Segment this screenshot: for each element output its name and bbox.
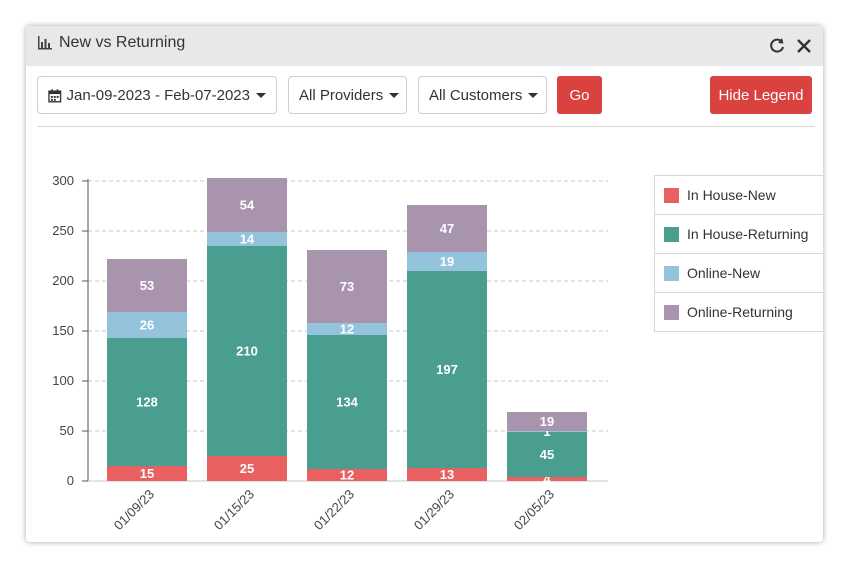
- y-tick-label: 300: [52, 173, 74, 188]
- data-label: 12: [340, 468, 354, 483]
- legend-label: In House-New: [687, 187, 776, 203]
- y-tick-label: 100: [52, 373, 74, 388]
- legend-item[interactable]: Online-Returning: [655, 293, 823, 331]
- hide-legend-button[interactable]: Hide Legend: [710, 76, 812, 114]
- bar-segment: [207, 246, 287, 456]
- y-tick-label: 200: [52, 273, 74, 288]
- legend-swatch: [664, 187, 679, 203]
- title-wrap: New vs Returning: [37, 34, 185, 52]
- legend-label: Online-Returning: [687, 304, 793, 320]
- x-tick-label: 01/22/23: [311, 487, 357, 533]
- data-label: 1: [543, 424, 550, 439]
- data-label: 25: [240, 461, 254, 476]
- data-label: 128: [136, 395, 158, 410]
- y-tick-label: 150: [52, 323, 74, 338]
- data-label: 15: [140, 466, 154, 481]
- bar-segment: [407, 205, 487, 252]
- legend-swatch: [664, 304, 679, 320]
- bar-segment: [107, 259, 187, 312]
- y-tick-label: 250: [52, 223, 74, 238]
- data-label: 19: [440, 254, 454, 269]
- y-tick-label: 0: [67, 473, 74, 488]
- bar-segment: [407, 252, 487, 271]
- bar-segment: [307, 250, 387, 323]
- data-label: 54: [240, 198, 255, 213]
- stacked-bar-chart: 0 50 100 150 200 250 300 15 128 26 53 01/09/23 25 210…: [52, 173, 608, 533]
- chart-legend: In House-New In House-Returning Online-New…: [654, 175, 823, 332]
- legend-item[interactable]: Online-New: [655, 254, 823, 293]
- customers-value: All Customers: [429, 86, 523, 104]
- bar-segment: [307, 323, 387, 335]
- data-label: 197: [436, 362, 458, 377]
- chevron-down-icon: [389, 92, 400, 98]
- bar-segment: [407, 271, 487, 468]
- bar-segment: [107, 312, 187, 338]
- bar-segment: [307, 335, 387, 469]
- data-label: 45: [540, 447, 554, 462]
- data-label: 210: [236, 344, 258, 359]
- data-label: 134: [336, 395, 358, 410]
- close-icon[interactable]: [795, 37, 813, 55]
- bar-segment: [507, 412, 587, 431]
- bar-segment: [207, 456, 287, 481]
- data-label: 73: [340, 279, 354, 294]
- go-button[interactable]: Go: [557, 76, 602, 114]
- x-tick-label: 01/09/23: [111, 487, 157, 533]
- legend-label: In House-Returning: [687, 226, 809, 242]
- widget-header: New vs Returning: [26, 26, 823, 66]
- data-label: 12: [340, 322, 354, 337]
- date-range-picker[interactable]: Jan-09-2023 - Feb-07-2023: [37, 76, 277, 114]
- customers-select[interactable]: All Customers: [418, 76, 547, 114]
- calendar-icon: [48, 88, 62, 102]
- data-label: 14: [240, 232, 255, 247]
- chevron-down-icon: [528, 92, 539, 98]
- bar-segment: [407, 468, 487, 481]
- bar-segment: [107, 466, 187, 481]
- legend-item[interactable]: In House-Returning: [655, 215, 823, 254]
- new-vs-returning-widget: New vs Returning Jan-09-2023 - Feb-07-20…: [26, 26, 823, 542]
- x-tick-label: 01/29/23: [411, 487, 457, 533]
- providers-select[interactable]: All Providers: [288, 76, 407, 114]
- data-label: 19: [540, 414, 554, 429]
- y-tick-label: 50: [60, 423, 74, 438]
- bar-segment: [507, 431, 587, 432]
- data-label: 13: [440, 467, 454, 482]
- legend-swatch: [664, 265, 679, 281]
- legend-item[interactable]: In House-New: [655, 176, 823, 215]
- providers-value: All Providers: [299, 86, 384, 104]
- chevron-down-icon: [256, 92, 266, 98]
- data-label: 4: [543, 472, 551, 487]
- data-label: 26: [140, 318, 154, 333]
- bar-segment: [207, 178, 287, 232]
- bar-segment: [207, 232, 287, 246]
- date-range-value: Jan-09-2023 - Feb-07-2023: [66, 86, 250, 104]
- bar-segment: [507, 477, 587, 481]
- data-label: 47: [440, 221, 454, 236]
- bar-segment: [107, 338, 187, 466]
- x-tick-label: 02/05/23: [511, 487, 557, 533]
- widget-title: New vs Returning: [59, 34, 186, 51]
- legend-swatch: [664, 226, 679, 242]
- bar-chart-icon: [38, 36, 52, 50]
- bar-segment: [307, 469, 387, 481]
- legend-label: Online-New: [687, 265, 761, 281]
- toolbar-divider: [37, 126, 815, 127]
- data-label: 53: [140, 278, 154, 293]
- x-tick-label: 01/15/23: [211, 487, 257, 533]
- refresh-icon[interactable]: [768, 37, 786, 55]
- bar-segment: [507, 432, 587, 477]
